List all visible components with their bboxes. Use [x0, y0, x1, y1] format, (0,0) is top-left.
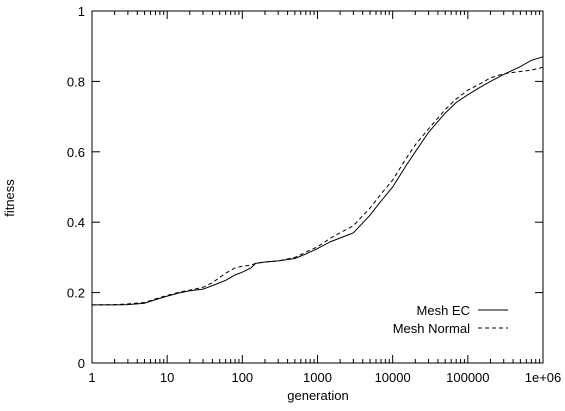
legend: Mesh EC Mesh Normal: [393, 303, 508, 336]
y-tick-label: 0: [78, 356, 85, 371]
y-tick-label: 0.2: [67, 286, 85, 301]
x-tick-label: 10: [160, 370, 174, 385]
y-tick-label: 0.8: [67, 74, 85, 89]
series-line-mesh-ec: [92, 56, 544, 306]
x-tick-label: 100000: [446, 370, 489, 385]
y-tick-label: 0.4: [67, 215, 85, 230]
x-tick-label: 1e+06: [525, 370, 562, 385]
x-tick-label: 100: [231, 370, 253, 385]
y-tick-label: 1: [78, 4, 85, 19]
x-tick-label: 10000: [375, 370, 411, 385]
x-tick-label: 1: [88, 370, 95, 385]
x-axis-label: generation: [287, 388, 348, 403]
y-axis-label: fitness: [2, 179, 17, 217]
legend-label: Mesh Normal: [393, 321, 470, 336]
y-tick-label: 0.6: [67, 145, 85, 160]
x-tick-label: 1000: [303, 370, 332, 385]
axes: 1 10 100 1000 10000 100000 1e+06 0 0.2 0.4 0.6 0.8 1: [67, 4, 561, 385]
series-line-mesh-normal: [91, 66, 544, 306]
series-layer: [91, 56, 544, 306]
legend-label: Mesh EC: [417, 303, 470, 318]
